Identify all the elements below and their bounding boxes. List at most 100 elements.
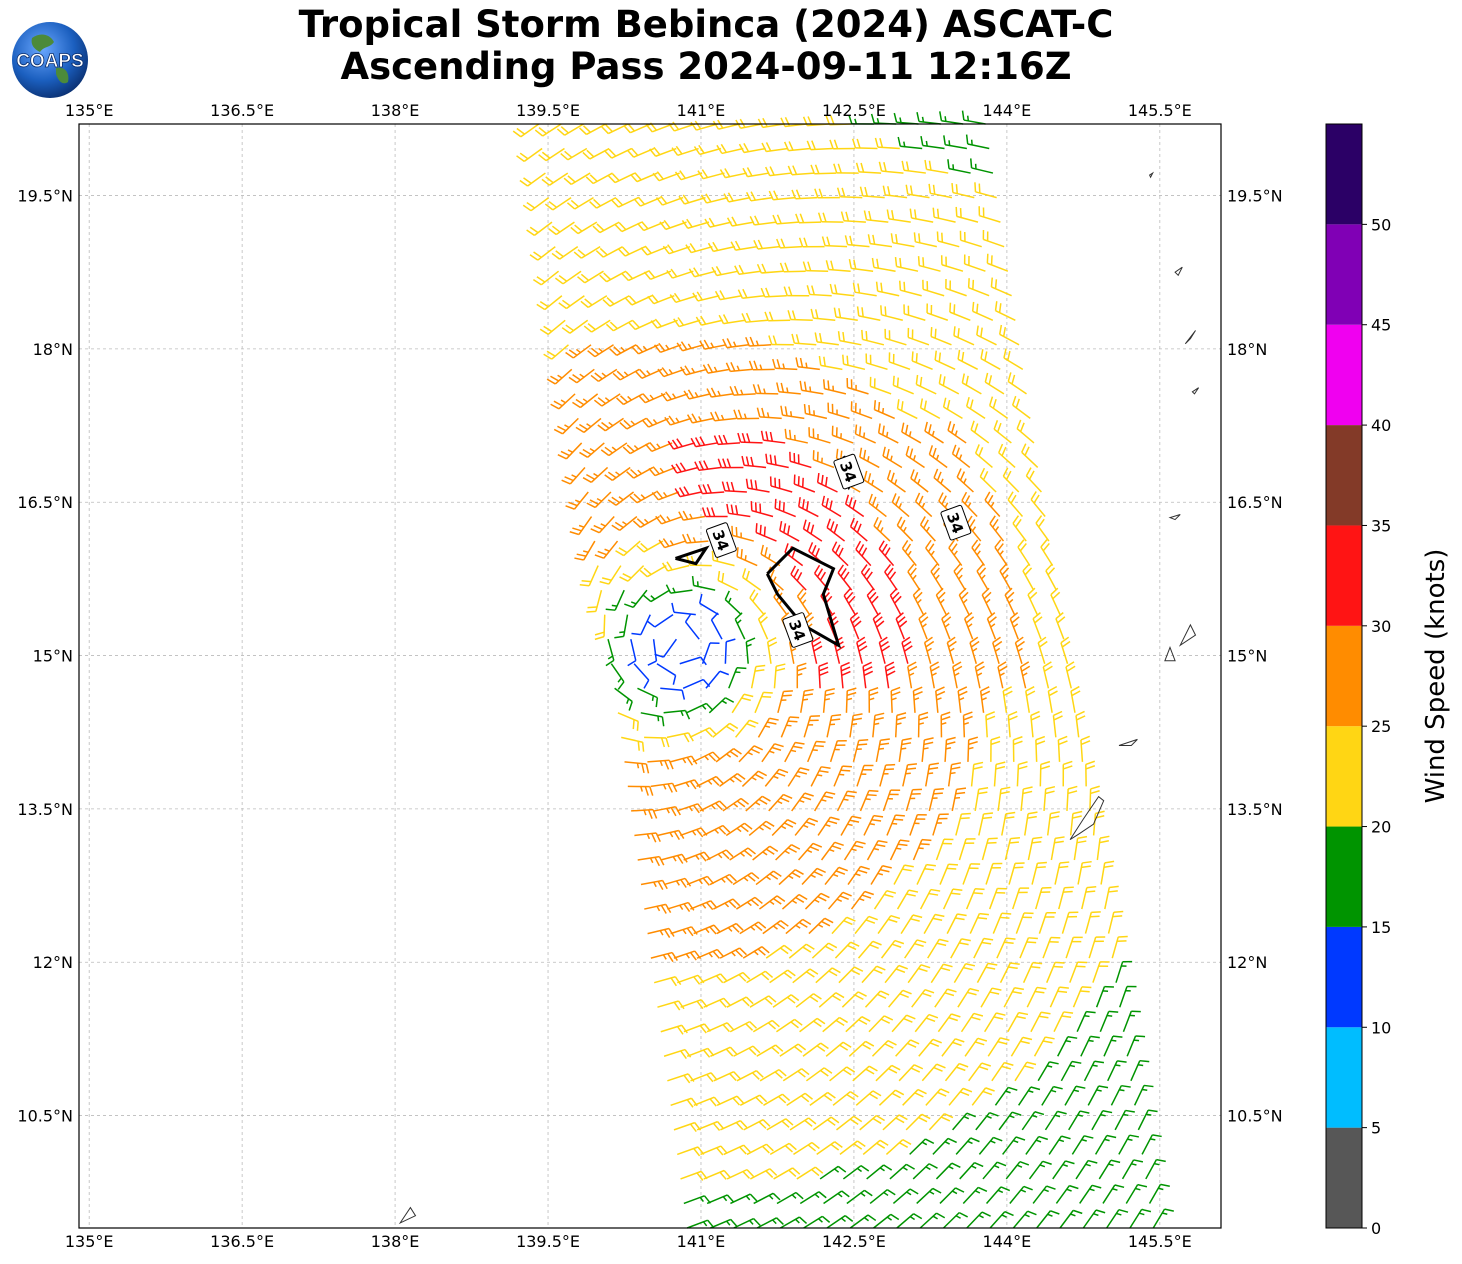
wind-barb — [614, 614, 629, 639]
wind-barb — [1059, 1209, 1083, 1229]
wind-barb — [893, 864, 914, 885]
wind-barb — [791, 792, 814, 812]
wind-barb — [925, 1088, 950, 1106]
colorbar-bin — [1326, 1127, 1362, 1228]
wind-barb — [808, 427, 831, 444]
wind-barb — [871, 1040, 897, 1057]
wind-barb — [965, 134, 990, 150]
wind-barb — [1069, 961, 1088, 983]
wind-barb — [866, 839, 888, 861]
wind-barb — [926, 303, 949, 321]
axis-ticks: 135°E 135°E 136.5°E 136.5°E 138°E 138°E 139.5°… — [17, 101, 1282, 1251]
wind-barb — [653, 806, 681, 817]
wind-barb — [1020, 786, 1033, 812]
wind-barb — [978, 1136, 1003, 1155]
wind-barb — [1016, 761, 1028, 787]
wind-barb — [856, 636, 868, 664]
wind-barb — [659, 219, 687, 231]
wind-barb — [1100, 860, 1115, 885]
wind-barb — [815, 967, 841, 984]
wind-barb — [1114, 1109, 1135, 1131]
contour-34kt — [765, 546, 842, 649]
wind-barb — [560, 147, 588, 161]
wind-barb — [822, 687, 835, 713]
wind-barb — [806, 285, 832, 297]
wind-barb — [683, 1195, 712, 1205]
wind-barb — [1011, 395, 1031, 419]
wind-barb — [787, 767, 810, 787]
wind-barb — [840, 211, 866, 223]
wind-barb — [676, 341, 704, 352]
wind-barb — [970, 761, 984, 787]
wind-barb — [947, 159, 971, 174]
wind-barb — [961, 110, 986, 125]
wind-barb — [522, 196, 550, 212]
wind-barb — [965, 396, 986, 420]
wind-barb — [826, 714, 842, 738]
wind-barb — [752, 845, 779, 861]
wind-barb — [1035, 515, 1050, 542]
wind-barb — [976, 563, 989, 591]
wind-barb — [974, 786, 989, 812]
wind-barb — [951, 787, 967, 812]
wind-barb — [1049, 986, 1069, 1008]
wind-barb — [605, 589, 625, 611]
lat-tick-label-left: 12°N — [33, 953, 73, 972]
wind-barb — [669, 292, 698, 304]
wind-barb — [884, 563, 898, 591]
wind-barb — [1001, 811, 1016, 836]
wind-barb — [924, 421, 944, 444]
wind-barb — [639, 564, 667, 578]
wind-barb — [862, 661, 874, 689]
wind-barb — [673, 779, 701, 790]
wind-barb — [1022, 961, 1043, 983]
wind-barb — [833, 765, 852, 787]
wind-barb — [982, 1161, 1007, 1180]
wind-barb — [663, 1048, 692, 1060]
wind-barb — [910, 469, 929, 493]
colorbar-bin — [1326, 625, 1362, 727]
wind-barb — [534, 123, 562, 137]
wind-barb — [726, 503, 751, 518]
wind-barb — [738, 745, 763, 763]
wind-barb — [1004, 837, 1021, 861]
wind-barb — [943, 135, 968, 150]
wind-barb — [965, 888, 985, 910]
wind-barb — [554, 270, 582, 285]
wind-barb — [927, 938, 949, 959]
wind-barb — [955, 206, 979, 223]
wind-barb — [928, 787, 944, 812]
wind-barb — [928, 183, 953, 199]
wind-barb — [1092, 810, 1105, 836]
wind-barb — [665, 584, 693, 594]
wind-barb — [971, 301, 994, 321]
wind-barb — [958, 838, 976, 861]
wind-barb — [673, 317, 701, 328]
wind-barb — [921, 1063, 946, 1082]
wind-barb — [896, 1213, 923, 1229]
wind-barb — [1011, 887, 1030, 910]
wind-barb — [846, 378, 869, 395]
wind-barb — [1082, 1209, 1106, 1229]
wind-barb — [963, 612, 975, 640]
wind-barb — [512, 123, 540, 138]
wind-barb — [852, 138, 878, 150]
wind-barb — [1002, 1136, 1026, 1155]
wind-barb — [935, 686, 946, 713]
wind-barb — [1052, 710, 1063, 738]
wind-barb — [795, 213, 822, 224]
wind-barb — [993, 761, 1006, 787]
wind-barb — [699, 339, 727, 350]
wind-barb — [686, 875, 715, 886]
wind-barb — [761, 142, 789, 153]
wind-barb — [742, 568, 762, 591]
island-outline — [1184, 330, 1196, 345]
wind-barb — [942, 397, 963, 420]
wind-barb — [750, 501, 774, 518]
wind-barb — [1133, 1084, 1154, 1106]
wind-barb — [691, 576, 716, 591]
wind-barb — [703, 997, 731, 1008]
wind-barb — [670, 1097, 698, 1108]
wind-barb — [975, 1111, 999, 1131]
wind-barb — [850, 890, 874, 910]
